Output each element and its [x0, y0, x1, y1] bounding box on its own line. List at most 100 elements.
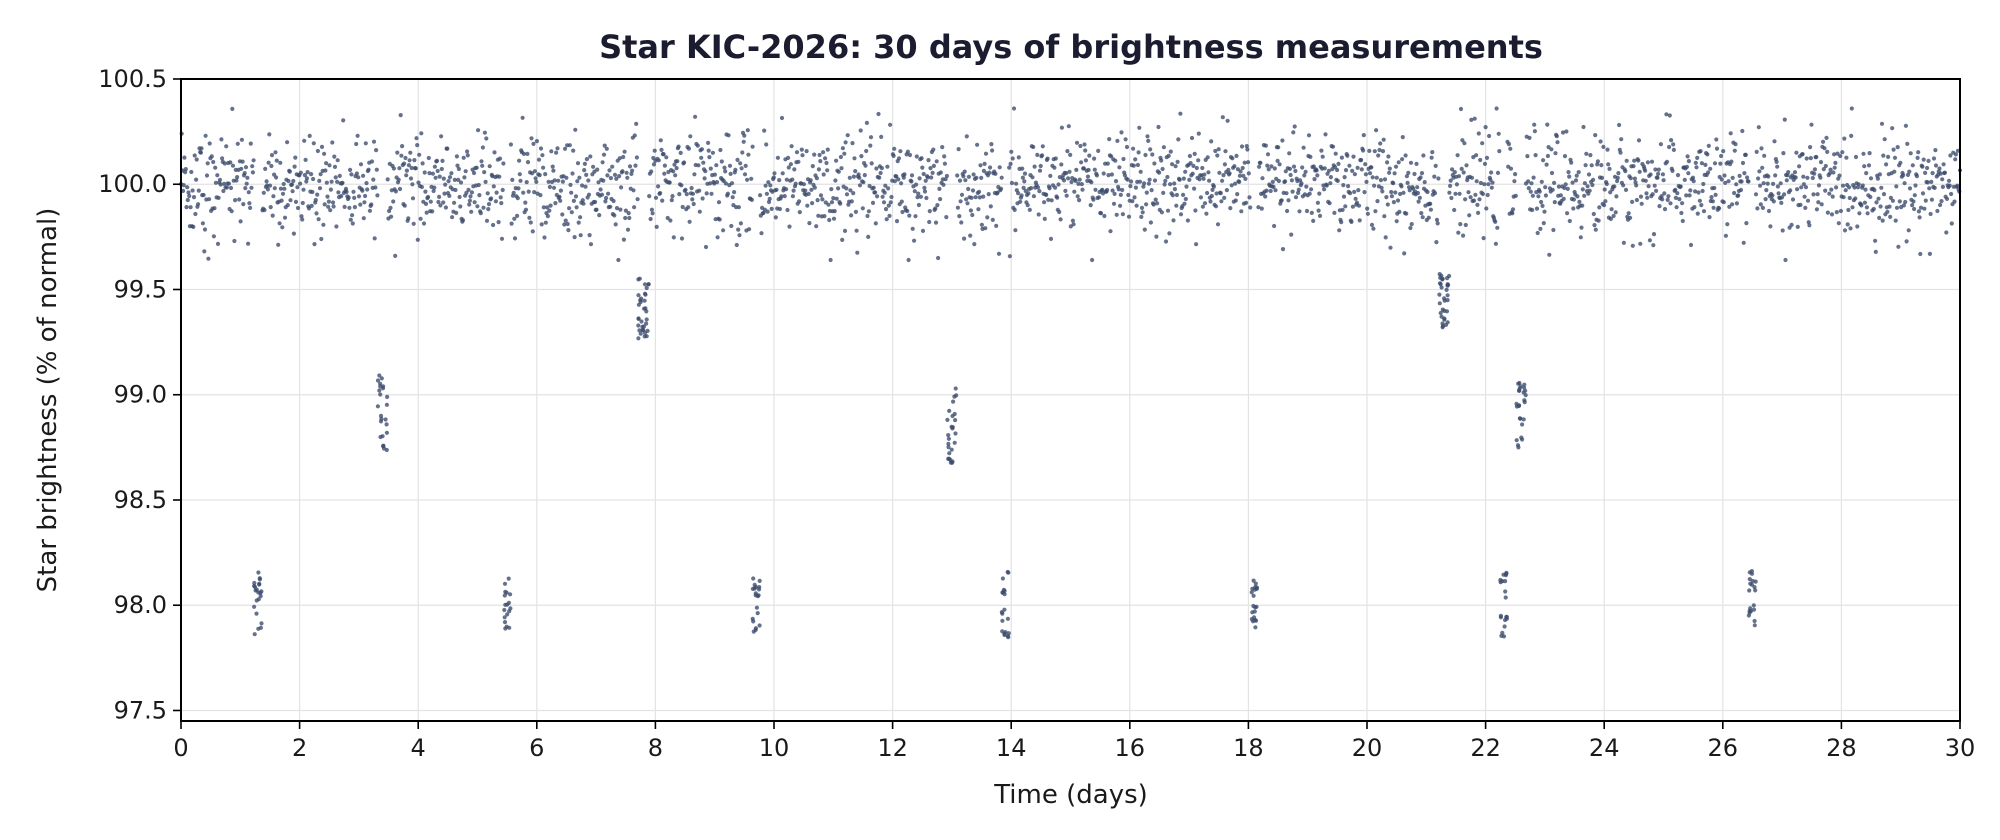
- data-point: [1031, 144, 1036, 150]
- data-point: [1743, 152, 1748, 157]
- data-point: [1797, 164, 1802, 169]
- data-point: [1213, 204, 1219, 209]
- data-point: [584, 172, 589, 177]
- data-point: [1575, 194, 1580, 199]
- data-point: [963, 178, 968, 183]
- data-point: [1042, 216, 1047, 221]
- data-point: [1287, 151, 1292, 156]
- data-point: [588, 242, 594, 247]
- data-point: [1387, 170, 1392, 175]
- data-point: [211, 234, 216, 239]
- data-point: [678, 150, 683, 155]
- data-point: [862, 173, 867, 178]
- data-point: [1811, 192, 1816, 197]
- data-point: [378, 434, 383, 440]
- data-point: [1532, 129, 1537, 134]
- data-point: [1881, 153, 1886, 158]
- data-point: [375, 193, 380, 198]
- data-point: [745, 177, 750, 182]
- data-point: [1076, 181, 1081, 186]
- data-point: [232, 238, 237, 244]
- data-point: [1517, 388, 1522, 393]
- data-point: [199, 146, 204, 151]
- data-point: [1375, 199, 1380, 204]
- data-point: [375, 404, 380, 409]
- data-point: [371, 139, 377, 144]
- data-point: [1316, 208, 1321, 213]
- data-point: [204, 173, 210, 178]
- data-point: [469, 209, 474, 214]
- data-point: [1812, 167, 1817, 172]
- data-point: [1480, 191, 1485, 197]
- data-point: [1356, 188, 1361, 193]
- data-point: [517, 158, 522, 163]
- data-point: [562, 222, 567, 227]
- data-point: [1656, 167, 1661, 172]
- data-point: [613, 222, 618, 227]
- data-point: [1145, 134, 1150, 139]
- data-point: [1632, 158, 1637, 163]
- data-point: [863, 163, 868, 168]
- data-point: [419, 131, 424, 136]
- data-point: [1565, 211, 1570, 216]
- data-point: [336, 190, 341, 195]
- data-point: [1711, 205, 1716, 210]
- data-point: [1655, 175, 1660, 180]
- data-point: [1468, 195, 1473, 200]
- data-point: [1257, 164, 1262, 169]
- data-point: [978, 163, 983, 168]
- data-point: [1271, 184, 1276, 189]
- data-point: [364, 181, 369, 186]
- data-point: [1120, 212, 1125, 217]
- data-point: [1782, 117, 1787, 122]
- data-point: [1221, 173, 1226, 178]
- data-point: [1419, 211, 1424, 216]
- data-point: [1481, 236, 1486, 241]
- data-point: [1194, 165, 1199, 171]
- data-point: [1719, 177, 1724, 182]
- data-point: [790, 194, 796, 199]
- data-point: [1198, 195, 1203, 200]
- data-point: [1176, 137, 1181, 142]
- data-point: [1821, 167, 1826, 172]
- data-point: [629, 171, 634, 176]
- data-point: [866, 209, 872, 214]
- data-point: [1389, 189, 1394, 195]
- data-point: [541, 205, 546, 210]
- data-point: [918, 194, 924, 199]
- data-point: [578, 215, 583, 220]
- data-point: [191, 195, 197, 200]
- data-point: [1030, 175, 1035, 180]
- data-point: [464, 190, 469, 195]
- data-point: [1747, 588, 1752, 593]
- data-point: [435, 168, 440, 174]
- data-point: [696, 163, 701, 168]
- data-point: [1371, 226, 1376, 231]
- data-point: [956, 147, 961, 152]
- data-point: [1014, 181, 1019, 186]
- data-point: [708, 166, 713, 171]
- data-point: [1009, 149, 1014, 154]
- data-point: [207, 197, 212, 202]
- data-point: [1309, 187, 1314, 192]
- data-point: [1550, 187, 1555, 192]
- data-point: [567, 206, 572, 211]
- data-point: [1825, 210, 1830, 215]
- data-point: [1794, 150, 1799, 155]
- data-point: [1528, 189, 1533, 194]
- data-point: [584, 157, 590, 162]
- data-point: [868, 143, 873, 148]
- data-point: [243, 165, 249, 170]
- data-point: [1485, 192, 1490, 198]
- data-point: [1867, 151, 1872, 156]
- data-point: [838, 154, 844, 160]
- data-point: [1258, 160, 1263, 165]
- data-point: [1643, 178, 1648, 183]
- data-point: [1108, 229, 1113, 234]
- data-point: [1393, 190, 1398, 195]
- data-point: [1374, 175, 1379, 180]
- data-point: [1691, 179, 1696, 184]
- data-point: [1624, 158, 1629, 163]
- data-point: [976, 207, 981, 212]
- data-point: [1031, 194, 1036, 199]
